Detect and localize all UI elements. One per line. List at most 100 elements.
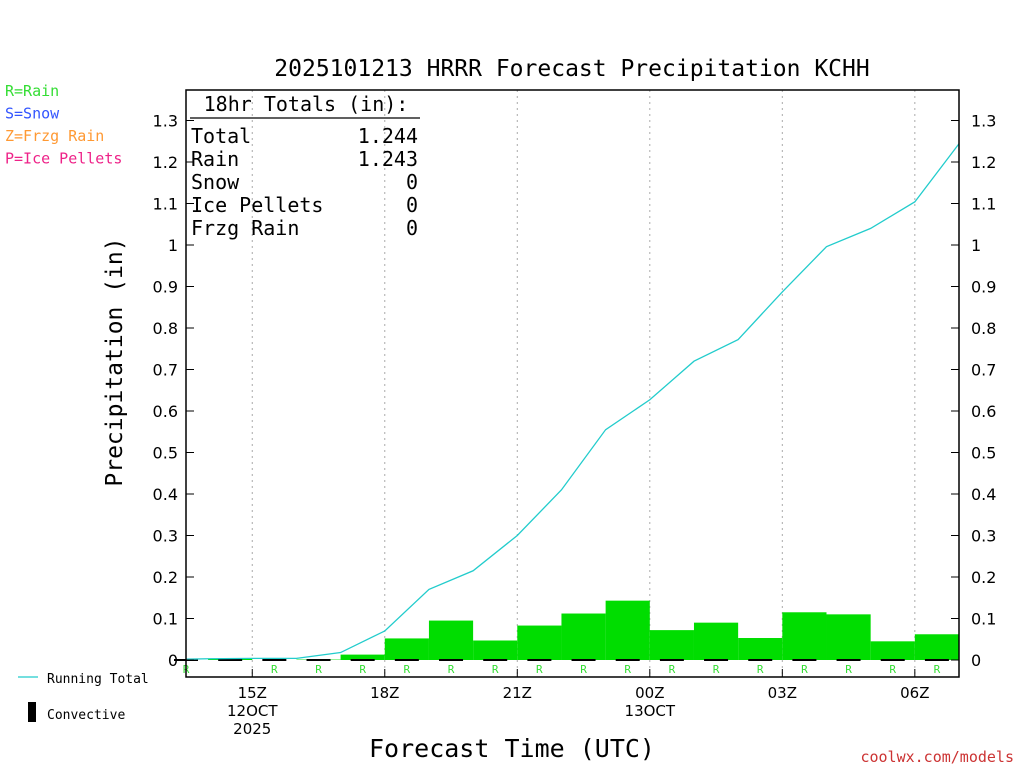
precip-type-label: R (757, 663, 764, 676)
y-tick-label-right: 0.5 (971, 444, 996, 463)
y-tick-label: 1.1 (153, 195, 178, 214)
y-axis-label: Precipitation (in) (102, 237, 128, 486)
x-tick-label: 18Z (370, 684, 399, 702)
precip-bar (870, 641, 915, 660)
precip-type-label: R (580, 663, 587, 676)
totals-row-label: Snow (191, 170, 240, 194)
x-tick-label: 06Z (900, 684, 929, 702)
precip-bar (738, 638, 783, 660)
precip-type-label: R (845, 663, 852, 676)
y-tick-label: 1.3 (153, 112, 178, 131)
y-tick-label-right: 0.6 (971, 402, 996, 421)
precip-bar (649, 630, 694, 660)
precip-bar (428, 620, 474, 660)
precip-type-label: R (934, 663, 941, 676)
y-tick-label-right: 1.2 (971, 153, 996, 172)
precip-type-label: R (492, 663, 499, 676)
y-tick-label: 0.8 (153, 319, 178, 338)
totals-row-value: 0 (406, 216, 418, 240)
y-tick-label: 1.2 (153, 153, 178, 172)
totals-row-value: 1.243 (358, 147, 418, 171)
y-tick-label: 0.6 (153, 402, 178, 421)
precip-bar (384, 638, 429, 660)
precip-type-label: R (801, 663, 808, 676)
x-tick-label: 12OCT (227, 702, 278, 720)
x-tick-label: 21Z (503, 684, 532, 702)
y-tick-label-right: 0.2 (971, 568, 996, 587)
precip-type-label: R (536, 663, 543, 676)
y-tick-label: 0.1 (153, 610, 178, 629)
y-tick-label-right: 0.7 (971, 361, 996, 380)
precip-bar (473, 640, 518, 660)
totals-row-label: Frzg Rain (191, 216, 299, 240)
precip-bar (914, 634, 959, 660)
y-tick-label-right: 0.3 (971, 527, 996, 546)
totals-box: 18hr Totals (in): Total 1.244 Rain 1.243 Snow… (190, 92, 420, 240)
precip-type-label: R (271, 663, 278, 676)
y-tick-label-right: 0.1 (971, 610, 996, 629)
legend-label: Convective (47, 708, 125, 723)
chart-title: 2025101213 HRRR Forecast Precipitation K… (274, 56, 869, 82)
gridlines (251, 90, 916, 677)
series-legend: Running Total Convective (18, 672, 149, 723)
totals-title: 18hr Totals (in): (204, 92, 409, 116)
y-tick-label: 0.7 (153, 361, 178, 380)
type-legend-item: Z=Frzg Rain (5, 127, 104, 145)
y-axis-ticks: 0 00.1 0.10.2 0.20.3 0.30.4 0.40.5 0.50.6 0.60.… (153, 112, 997, 671)
type-legend-item: R=Rain (5, 82, 59, 100)
type-legend-item: S=Snow (5, 105, 60, 123)
precip-bar (561, 613, 606, 660)
totals-row-label: Total (191, 124, 251, 148)
y-tick-label: 0 (168, 651, 178, 670)
precip-type-label: R (713, 663, 720, 676)
legend-bar-swatch (28, 702, 36, 722)
x-tick-label: 15Z (238, 684, 267, 702)
totals-row-value: 0 (406, 170, 418, 194)
x-tick-label: 13OCT (625, 702, 676, 720)
x-tick-label: 03Z (768, 684, 797, 702)
precip-type-label: R (404, 663, 411, 676)
totals-row-label: Ice Pellets (191, 193, 323, 217)
totals-row-value: 0 (406, 193, 418, 217)
precip-type-label: R (315, 663, 322, 676)
x-tick-label: 2025 (233, 720, 271, 738)
precip-bar (826, 614, 871, 660)
y-tick-label: 0.2 (153, 568, 178, 587)
y-tick-label-right: 0.4 (971, 485, 996, 504)
plot-frame (185, 89, 960, 678)
legend-label: Running Total (47, 672, 149, 687)
y-tick-label: 0.4 (153, 485, 178, 504)
y-tick-label: 0.3 (153, 527, 178, 546)
precip-type-label: R (889, 663, 896, 676)
y-tick-label-right: 1.3 (971, 112, 996, 131)
y-tick-label: 1 (168, 236, 178, 255)
precip-type-label: R (669, 663, 676, 676)
y-tick-label: 0.9 (153, 278, 178, 297)
precip-bar (517, 625, 562, 660)
y-tick-label-right: 0.9 (971, 278, 996, 297)
x-axis-label: Forecast Time (UTC) (369, 734, 655, 763)
precip-type-label: R (448, 663, 455, 676)
y-tick-label-right: 0 (971, 651, 981, 670)
precip-bar (782, 612, 827, 660)
type-legend-item: P=Ice Pellets (5, 150, 122, 168)
totals-row-value: 1.244 (358, 124, 418, 148)
running-total-line (185, 143, 960, 660)
precip-bar (693, 622, 739, 660)
y-tick-label-right: 1.1 (971, 195, 996, 214)
precip-type-label: R (624, 663, 631, 676)
hourly-bars (208, 600, 959, 660)
precip-type-legend: R=Rain S=Snow Z=Frzg Rain P=Ice Pellets (5, 82, 122, 168)
precip-bar (605, 600, 650, 660)
totals-row-label: Rain (191, 147, 239, 171)
y-tick-label-right: 1 (971, 236, 981, 255)
precip-bar (340, 654, 385, 660)
precip-type-label: R (359, 663, 366, 676)
y-tick-label-right: 0.8 (971, 319, 996, 338)
credit-text: coolwx.com/models (860, 748, 1014, 766)
x-tick-label: 00Z (635, 684, 664, 702)
y-tick-label: 0.5 (153, 444, 178, 463)
